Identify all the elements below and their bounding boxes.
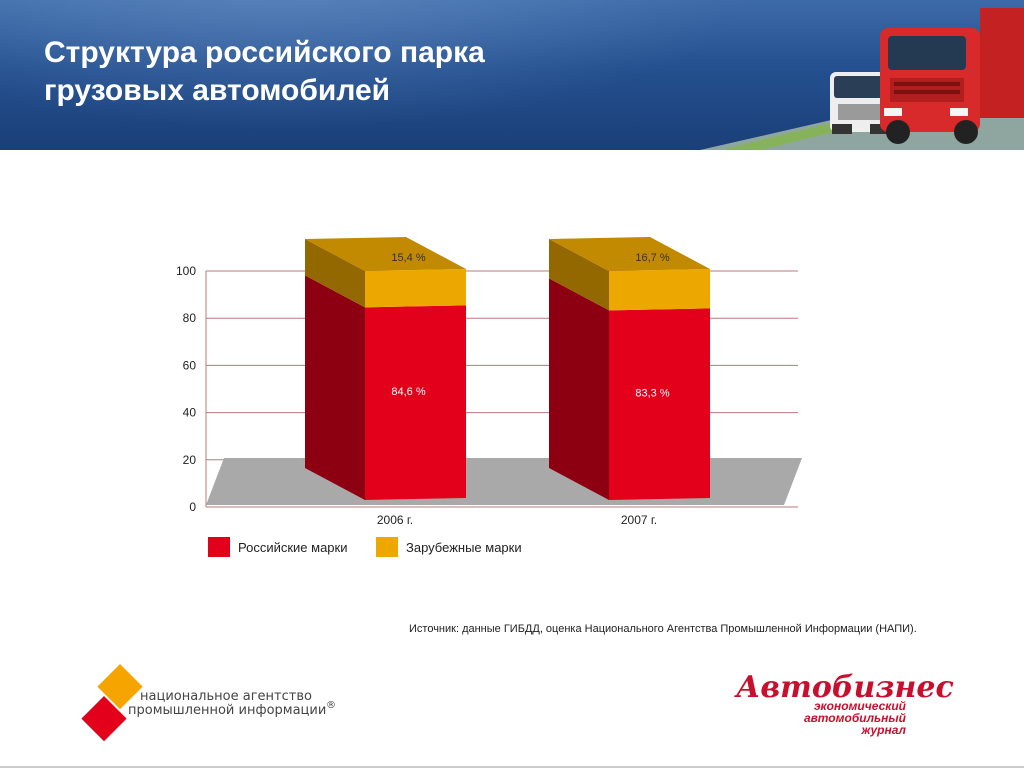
bar-side-foreign (305, 239, 365, 308)
napi-diamond-red (81, 696, 127, 742)
autobiznes-line-2: автомобильный (804, 711, 907, 725)
bar-top-face (305, 237, 466, 271)
bar-segment-russian (365, 305, 466, 500)
legend-swatch (376, 537, 398, 557)
y-tick-label: 0 (189, 500, 196, 514)
chart-floor (206, 458, 802, 505)
napi-registered-mark: ® (326, 700, 336, 711)
data-label: 15,4 % (391, 252, 425, 264)
y-tick-label: 80 (183, 311, 197, 325)
bar-top-face (549, 237, 710, 271)
footer-divider (0, 766, 1024, 768)
autobiznes-name: Автобизнес (734, 670, 954, 705)
bar-side-russian (549, 278, 609, 500)
y-tick-label: 60 (183, 358, 197, 372)
bar-side-foreign (549, 239, 609, 311)
y-tick-label: 20 (183, 453, 197, 467)
white-truck (830, 72, 892, 134)
napi-logo: национальное агентство промышленной инфо… (81, 664, 336, 742)
napi-diamond-orange (97, 664, 143, 710)
x-tick-label: 2007 г. (621, 513, 657, 527)
header-shine (0, 0, 760, 130)
y-tick-label: 40 (183, 406, 197, 420)
title-line-1: Структура российского парка (44, 36, 485, 69)
data-label: 84,6 % (391, 386, 425, 398)
data-label: 16,7 % (635, 252, 669, 264)
x-tick-label: 2006 г. (377, 513, 413, 527)
title-line-2: грузовых автомобилей (44, 74, 391, 107)
red-truck (880, 8, 1024, 144)
trucks-illustration (700, 8, 1024, 150)
header-banner: Структура российского парка грузовых авт… (0, 0, 1024, 150)
bar-chart: 0 20 40 60 80 100 84,6 % 15,4 % 2006 г. 83,3 % 16,… (176, 237, 802, 557)
y-tick-label: 100 (176, 264, 196, 278)
bar-segment-foreign (365, 269, 466, 308)
napi-line-1: национальное агентство (140, 689, 312, 704)
autobiznes-line-1: экономический (814, 699, 907, 713)
data-label: 83,3 % (635, 388, 669, 400)
bar-segment-russian (609, 308, 710, 500)
autobiznes-line-3: журнал (860, 723, 906, 737)
legend-swatch (208, 537, 230, 557)
source-note: Источник: данные ГИБДД, оценка Националь… (409, 623, 917, 635)
napi-line-2: промышленной информации (128, 703, 326, 718)
legend-label: Российские марки (238, 540, 348, 555)
legend-label: Зарубежные марки (406, 540, 522, 555)
autobiznes-logo: Автобизнес экономический автомобильный ж… (734, 670, 954, 737)
page-title: Структура российского парка грузовых авт… (44, 34, 485, 110)
bar-side-russian (305, 275, 365, 500)
bar-segment-foreign (609, 269, 710, 311)
